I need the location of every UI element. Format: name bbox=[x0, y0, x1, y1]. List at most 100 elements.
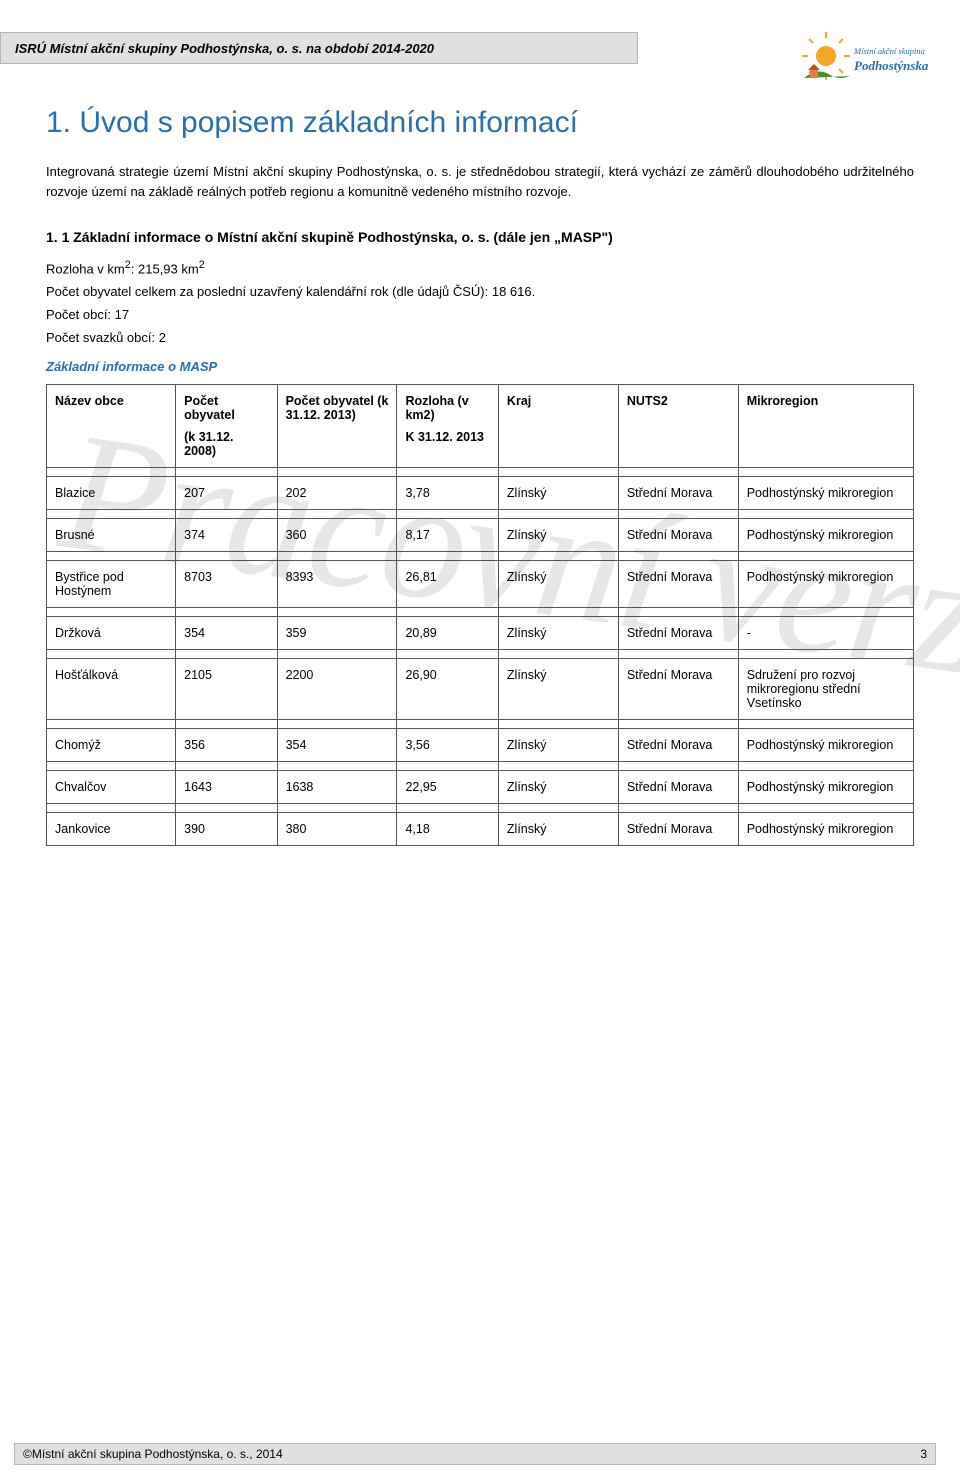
table-cell: 374 bbox=[176, 519, 277, 552]
th-area-l2: K 31.12. 2013 bbox=[405, 430, 489, 444]
table-cell: Zlínský bbox=[498, 729, 618, 762]
table-cell: 202 bbox=[277, 477, 397, 510]
table-cell: Střední Morava bbox=[618, 519, 738, 552]
table-cell: Hošťálková bbox=[47, 659, 176, 720]
th-nazev: Název obce bbox=[47, 385, 176, 468]
table-cell: Podhostýnský mikroregion bbox=[738, 561, 913, 608]
table-spacer bbox=[47, 608, 914, 617]
masp-table: Název obce Počet obyvatel (k 31.12. 2008… bbox=[46, 384, 914, 846]
table-cell: 3,78 bbox=[397, 477, 498, 510]
table-cell: 360 bbox=[277, 519, 397, 552]
table-row: Jankovice3903804,18ZlínskýStřední Morava… bbox=[47, 813, 914, 846]
table-cell: 2105 bbox=[176, 659, 277, 720]
table-cell: Střední Morava bbox=[618, 813, 738, 846]
table-cell: Střední Morava bbox=[618, 659, 738, 720]
table-cell: Podhostýnský mikroregion bbox=[738, 729, 913, 762]
table-cell: 3,56 bbox=[397, 729, 498, 762]
table-row: Chvalčov1643163822,95ZlínskýStřední Mora… bbox=[47, 771, 914, 804]
table-cell: Podhostýnský mikroregion bbox=[738, 477, 913, 510]
th-nuts2: NUTS2 bbox=[618, 385, 738, 468]
th-area-l1: Rozloha (v km2) bbox=[405, 394, 489, 422]
table-spacer bbox=[47, 720, 914, 729]
table-header-row: Název obce Počet obyvatel (k 31.12. 2008… bbox=[47, 385, 914, 468]
table-cell: Sdružení pro rozvoj mikroregionu střední… bbox=[738, 659, 913, 720]
table-cell: 2200 bbox=[277, 659, 397, 720]
th-pop2008: Počet obyvatel (k 31.12. 2008) bbox=[176, 385, 277, 468]
intro-paragraph: Integrovaná strategie území Místní akční… bbox=[46, 162, 914, 204]
page-number: 3 bbox=[920, 1447, 927, 1461]
table-cell: 390 bbox=[176, 813, 277, 846]
table-spacer bbox=[47, 650, 914, 659]
table-cell: 8393 bbox=[277, 561, 397, 608]
table-cell: Držková bbox=[47, 617, 176, 650]
table-cell: Zlínský bbox=[498, 659, 618, 720]
th-pop2008-l2: (k 31.12. 2008) bbox=[184, 430, 268, 458]
table-cell: 8,17 bbox=[397, 519, 498, 552]
table-row: Hošťálková2105220026,90ZlínskýStřední Mo… bbox=[47, 659, 914, 720]
table-cell: Střední Morava bbox=[618, 617, 738, 650]
stat-rozloha: Rozloha v km2: 215,93 km2 bbox=[46, 259, 914, 276]
table-cell: Jankovice bbox=[47, 813, 176, 846]
stat-obci: Počet obcí: 17 bbox=[46, 307, 914, 322]
table-cell: Zlínský bbox=[498, 617, 618, 650]
table-cell: - bbox=[738, 617, 913, 650]
logo-text-2: Podhostýnska bbox=[854, 58, 929, 73]
th-pop2013: Počet obyvatel (k 31.12. 2013) bbox=[277, 385, 397, 468]
document-footer: ©Místní akční skupina Podhostýnska, o. s… bbox=[14, 1443, 936, 1465]
table-cell: 354 bbox=[277, 729, 397, 762]
table-row: Držková35435920,89ZlínskýStřední Morava- bbox=[47, 617, 914, 650]
table-cell: Podhostýnský mikroregion bbox=[738, 771, 913, 804]
table-cell: 26,90 bbox=[397, 659, 498, 720]
logo-text-1: Místní akční skupina bbox=[853, 46, 925, 56]
table-row: Brusné3743608,17ZlínskýStřední MoravaPod… bbox=[47, 519, 914, 552]
th-mikro: Mikroregion bbox=[738, 385, 913, 468]
table-spacer bbox=[47, 804, 914, 813]
table-cell: Střední Morava bbox=[618, 477, 738, 510]
table-cell: Střední Morava bbox=[618, 561, 738, 608]
th-pop2008-l1: Počet obyvatel bbox=[184, 394, 268, 422]
table-row: Chomýž3563543,56ZlínskýStřední MoravaPod… bbox=[47, 729, 914, 762]
header-text: ISRÚ Místní akční skupiny Podhostýnska, … bbox=[15, 41, 434, 56]
table-cell: 354 bbox=[176, 617, 277, 650]
table-cell: Blazice bbox=[47, 477, 176, 510]
table-cell: 207 bbox=[176, 477, 277, 510]
stat-svazku: Počet svazků obcí: 2 bbox=[46, 330, 914, 345]
table-cell: Podhostýnský mikroregion bbox=[738, 813, 913, 846]
table-cell: 359 bbox=[277, 617, 397, 650]
stat-rozloha-value: : 215,93 km bbox=[131, 261, 199, 276]
table-heading: Základní informace o MASP bbox=[46, 359, 914, 374]
section-heading: 1. 1 Základní informace o Místní akční s… bbox=[46, 229, 914, 245]
table-row: Bystřice pod Hostýnem8703839326,81Zlínsk… bbox=[47, 561, 914, 608]
table-cell: Střední Morava bbox=[618, 729, 738, 762]
table-cell: 356 bbox=[176, 729, 277, 762]
table-spacer bbox=[47, 552, 914, 561]
table-cell: Střední Morava bbox=[618, 771, 738, 804]
table-cell: Chvalčov bbox=[47, 771, 176, 804]
table-cell: 20,89 bbox=[397, 617, 498, 650]
table-cell: Zlínský bbox=[498, 813, 618, 846]
table-cell: Brusné bbox=[47, 519, 176, 552]
table-cell: 380 bbox=[277, 813, 397, 846]
stat-rozloha-label: Rozloha v km bbox=[46, 261, 125, 276]
table-cell: 22,95 bbox=[397, 771, 498, 804]
table-cell: Zlínský bbox=[498, 519, 618, 552]
table-cell: 26,81 bbox=[397, 561, 498, 608]
table-cell: 8703 bbox=[176, 561, 277, 608]
table-cell: Zlínský bbox=[498, 561, 618, 608]
stat-population: Počet obyvatel celkem za poslední uzavře… bbox=[46, 284, 914, 299]
table-cell: 4,18 bbox=[397, 813, 498, 846]
page-title: 1. Úvod s popisem základních informací bbox=[46, 104, 914, 142]
table-cell: 1638 bbox=[277, 771, 397, 804]
table-spacer bbox=[47, 510, 914, 519]
logo: Místní akční skupina Podhostýnska bbox=[796, 32, 936, 92]
table-cell: Podhostýnský mikroregion bbox=[738, 519, 913, 552]
table-cell: Zlínský bbox=[498, 477, 618, 510]
table-spacer bbox=[47, 468, 914, 477]
footer-text: ©Místní akční skupina Podhostýnska, o. s… bbox=[23, 1447, 283, 1461]
table-spacer bbox=[47, 762, 914, 771]
table-cell: Bystřice pod Hostýnem bbox=[47, 561, 176, 608]
th-area: Rozloha (v km2) K 31.12. 2013 bbox=[397, 385, 498, 468]
table-cell: Chomýž bbox=[47, 729, 176, 762]
table-row: Blazice2072023,78ZlínskýStřední MoravaPo… bbox=[47, 477, 914, 510]
th-kraj: Kraj bbox=[498, 385, 618, 468]
